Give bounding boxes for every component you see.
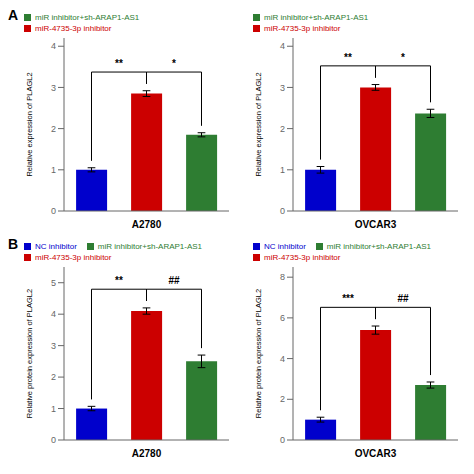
html-text:miR inhibitor+sh-ARAP1-AS1: miR inhibitor+sh-ARAP1-AS1 xyxy=(35,13,140,22)
svg-text:3: 3 xyxy=(280,83,285,93)
html-text:NC inhibitor: NC inhibitor xyxy=(35,242,77,251)
svg-text:*: * xyxy=(401,52,405,63)
svg-text:8: 8 xyxy=(280,272,285,282)
svg-text:2: 2 xyxy=(280,124,285,134)
svg-text:0: 0 xyxy=(280,435,285,445)
svg-text:0: 0 xyxy=(51,435,56,445)
html-text:miR-4735-3p inhibitor: miR-4735-3p inhibitor xyxy=(264,24,341,33)
svg-text:**: ** xyxy=(344,52,352,63)
html-text:miR inhibitor+sh-ARAP1-AS1: miR inhibitor+sh-ARAP1-AS1 xyxy=(264,13,369,22)
svg-text:4: 4 xyxy=(280,354,285,364)
svg-text:OVCAR3: OVCAR3 xyxy=(355,448,397,459)
svg-text:OVCAR3: OVCAR3 xyxy=(355,219,397,230)
svg-text:3: 3 xyxy=(51,83,56,93)
svg-text:Relative expression of PLAGL2: Relative expression of PLAGL2 xyxy=(25,72,34,176)
svg-text:Relative protein expression of: Relative protein expression of PLAGL2 xyxy=(254,289,263,418)
svg-text:Relative expression of PLAGL2: Relative expression of PLAGL2 xyxy=(254,72,263,176)
html-text:miR inhibitor+sh-ARAP1-AS1: miR inhibitor+sh-ARAP1-AS1 xyxy=(326,242,432,251)
svg-text:2: 2 xyxy=(51,372,56,382)
html-text:A: A xyxy=(8,7,19,23)
svg-text:1: 1 xyxy=(51,404,56,414)
svg-text:4: 4 xyxy=(280,41,285,51)
svg-text:4: 4 xyxy=(51,309,56,319)
svg-text:2: 2 xyxy=(51,124,56,134)
svg-text:3: 3 xyxy=(51,341,56,351)
svg-text:##: ## xyxy=(397,293,409,304)
svg-text:A2780: A2780 xyxy=(132,448,162,459)
html-text:miR-4735-3p inhibitor: miR-4735-3p inhibitor xyxy=(35,24,112,33)
html-text:miR-4735-3p inhibitor: miR-4735-3p inhibitor xyxy=(35,253,112,262)
svg-text:***: *** xyxy=(342,293,354,304)
svg-text:4: 4 xyxy=(51,41,56,51)
html-text:miR inhibitor+sh-ARAP1-AS1: miR inhibitor+sh-ARAP1-AS1 xyxy=(97,242,203,251)
svg-text:1: 1 xyxy=(51,165,56,175)
svg-text:A2780: A2780 xyxy=(132,219,162,230)
svg-text:##: ## xyxy=(168,275,180,286)
svg-text:1: 1 xyxy=(280,165,285,175)
svg-text:2: 2 xyxy=(280,394,285,404)
svg-text:0: 0 xyxy=(51,206,56,216)
html-text:NC inhibitor: NC inhibitor xyxy=(264,242,306,251)
svg-text:**: ** xyxy=(115,58,123,69)
svg-text:*: * xyxy=(172,58,176,69)
html-text:miR-4735-3p inhibitor: miR-4735-3p inhibitor xyxy=(264,253,341,262)
svg-text:5: 5 xyxy=(51,278,56,288)
svg-text:Relative protein expression of: Relative protein expression of PLAGL2 xyxy=(25,289,34,418)
html-text:B: B xyxy=(8,236,19,252)
svg-text:6: 6 xyxy=(280,313,285,323)
svg-text:**: ** xyxy=(115,275,123,286)
svg-text:0: 0 xyxy=(280,206,285,216)
